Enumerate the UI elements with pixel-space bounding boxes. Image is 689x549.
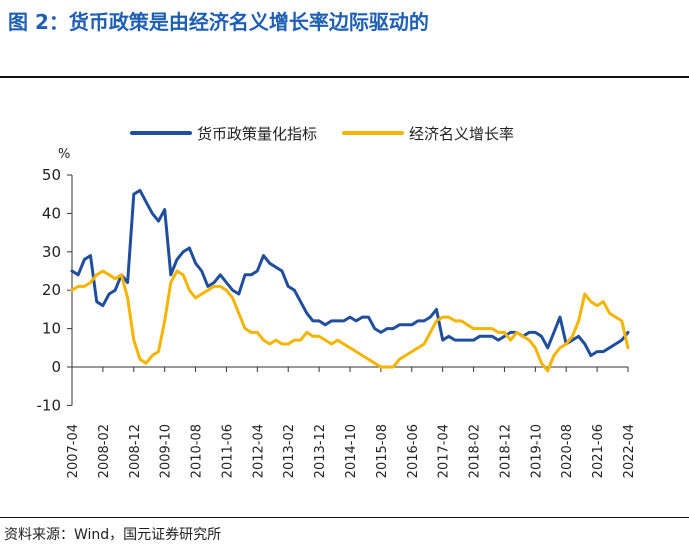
x-tick-label: 2020-08 — [560, 424, 575, 478]
x-tick-label: 2018-02 — [468, 424, 483, 478]
series-lines — [70, 188, 630, 373]
x-axis: 2007-04 2008-02 2008-12 2009-10 2010-08 2011-… — [66, 366, 637, 478]
y-axis: -10 0 10 20 30 40 50 — [37, 166, 73, 414]
x-tick-label: 2008-02 — [97, 424, 112, 478]
x-tick-label: 2013-02 — [282, 424, 297, 478]
source-note: 资料来源：Wind，国元证券研究所 — [4, 527, 222, 543]
legend-label-policy: 货币政策量化指标 — [197, 125, 317, 143]
y-tick-label: 30 — [42, 243, 61, 261]
y-tick-label: 10 — [42, 320, 61, 338]
x-tick-label: 2016-06 — [406, 424, 421, 478]
x-tick-label: 2015-08 — [375, 424, 390, 478]
x-tick-label: 2012-04 — [251, 424, 266, 478]
x-tick-label: 2011-06 — [220, 424, 235, 478]
y-axis-unit: % — [58, 147, 70, 162]
x-tick-label: 2008-12 — [128, 424, 143, 478]
x-tick-label: 2018-12 — [498, 424, 513, 478]
x-tick-label: 2022-04 — [622, 424, 637, 478]
x-tick-label: 2007-04 — [66, 424, 81, 478]
y-tick-label: 50 — [42, 166, 61, 184]
x-tick-label: 2019-10 — [529, 424, 544, 478]
top-rule — [0, 76, 689, 78]
x-tick-label: 2009-10 — [159, 424, 174, 478]
x-tick-label: 2021-06 — [591, 424, 606, 478]
x-tick-label: 2010-08 — [190, 424, 205, 478]
y-tick-label: -10 — [37, 396, 62, 414]
x-tick-label: 2014-10 — [344, 424, 359, 478]
y-tick-label: 40 — [42, 204, 61, 222]
y-tick-label: 0 — [51, 358, 61, 376]
series-line-growth — [70, 269, 630, 373]
legend: 货币政策量化指标 经济名义增长率 — [130, 125, 514, 143]
x-tick-label: 2013-12 — [313, 424, 328, 478]
legend-label-growth: 经济名义增长率 — [409, 125, 514, 143]
y-tick-label: 20 — [42, 281, 61, 299]
series-line-policy — [70, 188, 630, 357]
x-tick-label: 2017-04 — [437, 424, 452, 478]
page-title: 图 2：货币政策是由经济名义增长率边际驱动的 — [8, 10, 429, 34]
bottom-rule — [0, 517, 689, 518]
